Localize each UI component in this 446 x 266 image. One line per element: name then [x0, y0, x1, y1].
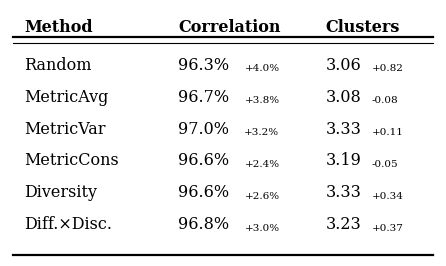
Text: 3.33: 3.33 [326, 120, 361, 138]
Text: 3.06: 3.06 [326, 57, 361, 74]
Text: MetricVar: MetricVar [25, 120, 106, 138]
Text: 3.08: 3.08 [326, 89, 361, 106]
Text: +0.11: +0.11 [372, 128, 404, 137]
Text: -0.08: -0.08 [372, 96, 398, 105]
Text: 3.23: 3.23 [326, 216, 361, 233]
Text: Correlation: Correlation [178, 19, 281, 36]
Text: +3.0%: +3.0% [244, 223, 280, 232]
Text: 3.33: 3.33 [326, 184, 361, 201]
Text: Diversity: Diversity [25, 184, 98, 201]
Text: +3.8%: +3.8% [244, 96, 280, 105]
Text: MetricAvg: MetricAvg [25, 89, 109, 106]
Text: -0.05: -0.05 [372, 160, 398, 169]
Text: MetricCons: MetricCons [25, 152, 119, 169]
Text: +0.82: +0.82 [372, 64, 404, 73]
Text: Clusters: Clusters [326, 19, 400, 36]
Text: Diff.×Disc.: Diff.×Disc. [25, 216, 112, 233]
Text: +4.0%: +4.0% [244, 64, 280, 73]
Text: +0.34: +0.34 [372, 192, 404, 201]
Text: 96.3%: 96.3% [178, 57, 230, 74]
Text: 97.0%: 97.0% [178, 120, 229, 138]
Text: +2.6%: +2.6% [244, 192, 280, 201]
Text: +3.2%: +3.2% [244, 128, 279, 137]
Text: 96.7%: 96.7% [178, 89, 230, 106]
Text: +0.37: +0.37 [372, 223, 404, 232]
Text: 96.6%: 96.6% [178, 184, 230, 201]
Text: +2.4%: +2.4% [244, 160, 280, 169]
Text: Method: Method [25, 19, 93, 36]
Text: Random: Random [25, 57, 92, 74]
Text: 96.6%: 96.6% [178, 152, 230, 169]
Text: 96.8%: 96.8% [178, 216, 230, 233]
Text: 3.19: 3.19 [326, 152, 361, 169]
